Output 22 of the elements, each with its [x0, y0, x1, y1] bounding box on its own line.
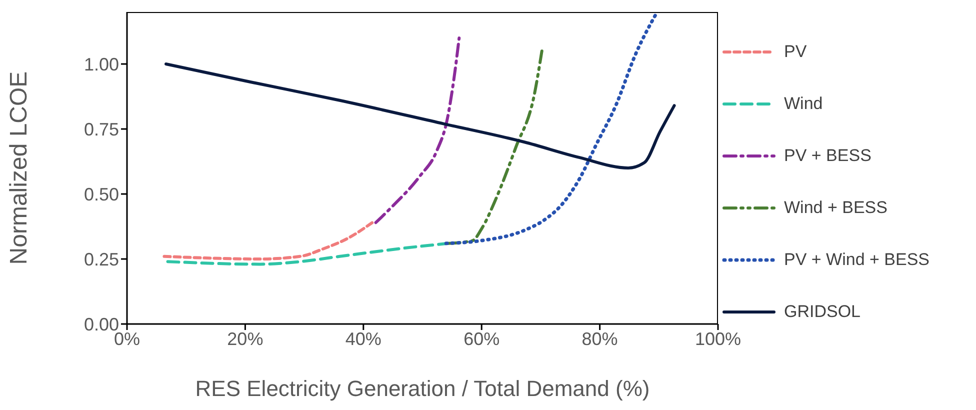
x-tick-label: 60% [464, 328, 500, 349]
line-series [444, 12, 659, 246]
line-series [374, 36, 461, 224]
legend-label: PV [784, 42, 807, 62]
y-tick-label: 0.75 [84, 119, 119, 140]
line-series [162, 221, 374, 260]
x-tick-label: 100% [694, 328, 742, 349]
legend-label: Wind + BESS [784, 198, 888, 218]
legend-label: PV + BESS [784, 146, 872, 166]
legend-label: Wind [784, 94, 823, 114]
y-tick-label: 1.00 [84, 54, 119, 74]
x-tick-label: 40% [345, 328, 382, 349]
x-tick-label: 80% [582, 328, 618, 349]
x-axis-title: RES Electricity Generation / Total Demand (%) [195, 376, 650, 401]
y-tick-label: 0.25 [84, 249, 119, 270]
line-series [446, 50, 544, 245]
y-axis-title: Normalized LCOE [6, 71, 33, 265]
legend-label: PV + Wind + BESS [784, 250, 930, 270]
legend-label: GRIDSOL [784, 302, 861, 322]
x-tick-label: 20% [227, 328, 264, 349]
line-series [164, 62, 676, 170]
y-tick-label: 0.50 [84, 184, 119, 204]
